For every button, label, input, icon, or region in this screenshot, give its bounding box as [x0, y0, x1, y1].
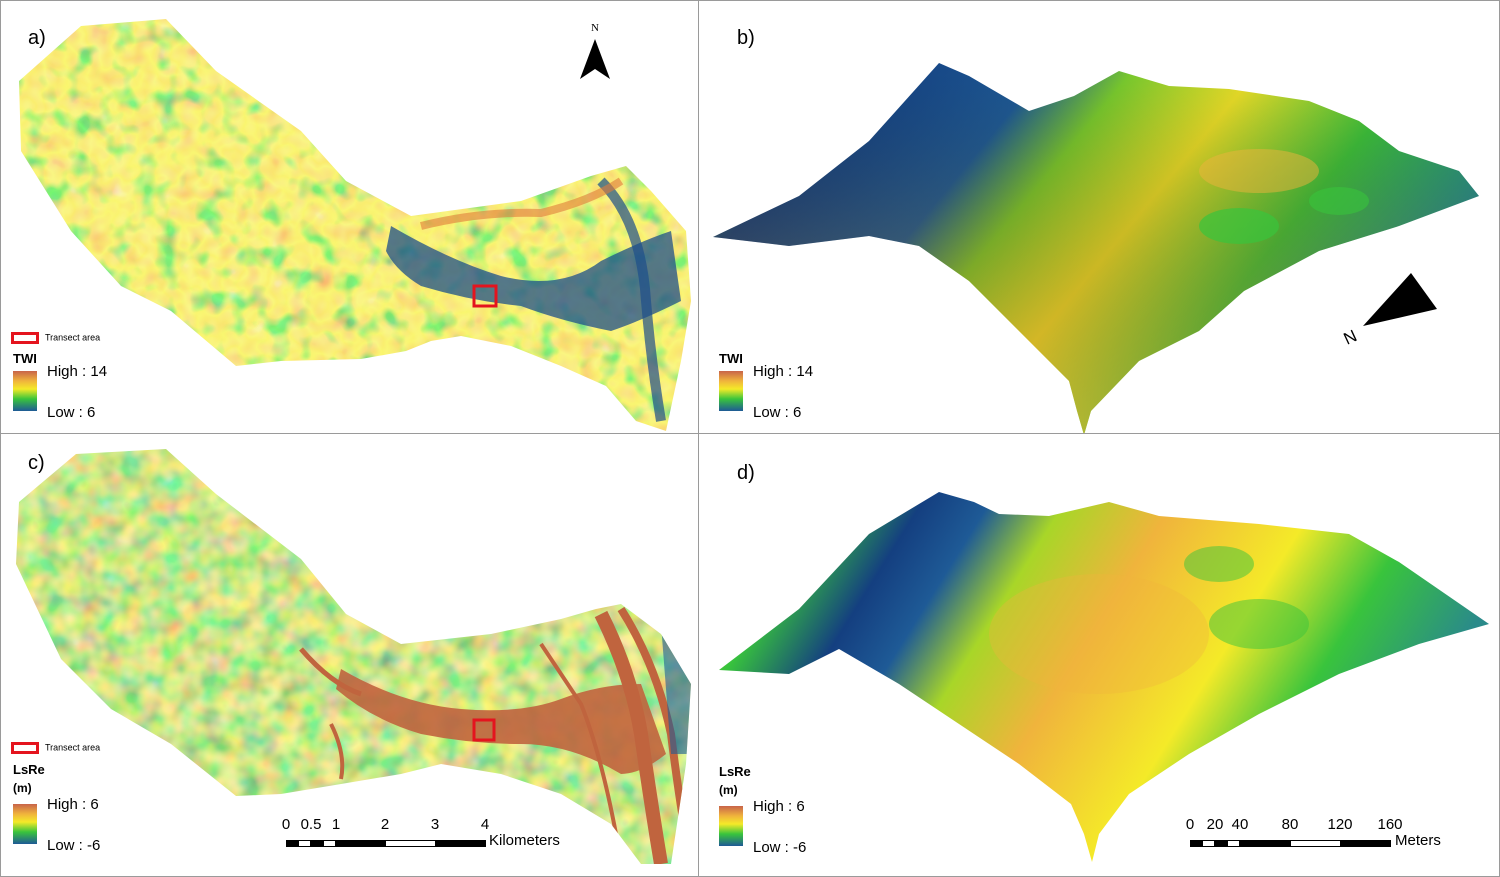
transect-legend: Transect area — [11, 332, 100, 344]
panel-label: a) — [28, 27, 46, 49]
legend-low: Low : 6 — [47, 404, 96, 421]
legend-low: Low : -6 — [47, 837, 101, 854]
twi-legend: TWI High : 14 Low : 6 — [13, 351, 133, 421]
legend-title: LsRe — [13, 762, 45, 777]
scale-tick: 2 — [380, 816, 390, 833]
legend-high: High : 6 — [753, 798, 805, 815]
scale-units: Kilometers — [489, 832, 560, 849]
transect-label: Transect area — [45, 742, 101, 753]
lsre-3d-surface — [719, 492, 1489, 862]
scale-tick: 0 — [281, 816, 291, 833]
transect-label: Transect area — [45, 332, 101, 343]
panel-c: c) Transect area LsRe (m) High : 6 Low :… — [0, 433, 699, 877]
scale-units: Meters — [1395, 832, 1441, 849]
scale-bar: 0 0.5 1 2 3 4 Kilometers — [281, 816, 585, 856]
legend-title: TWI — [13, 351, 37, 366]
color-ramp — [719, 371, 743, 411]
legend-unit: (m) — [13, 781, 32, 795]
scale-tick: 0 — [1185, 816, 1195, 833]
panel-label: c) — [28, 452, 45, 474]
panel-d: d) LsRe (m) High : 6 Low : -6 0 20 40 80… — [698, 433, 1500, 877]
scale-bar: 0 20 40 80 120 160 Meters — [1185, 816, 1479, 856]
scale-tick: 40 — [1231, 816, 1249, 833]
panel-label: b) — [737, 27, 755, 49]
svg-text:N: N — [591, 22, 599, 34]
scale-tick: 0.5 — [300, 816, 322, 833]
twi-legend: TWI High : 14 Low : 6 — [719, 351, 839, 421]
scale-tick: 120 — [1327, 816, 1353, 833]
scale-tick: 20 — [1206, 816, 1224, 833]
transect-box — [472, 284, 498, 308]
lsre-legend: LsRe (m) High : 6 Low : -6 — [13, 762, 133, 857]
legend-title: LsRe — [719, 764, 751, 779]
legend-low: Low : -6 — [753, 839, 807, 856]
twi-map: N — [19, 19, 691, 431]
panel-label: d) — [737, 462, 755, 484]
scale-tick: 160 — [1377, 816, 1403, 833]
transect-box — [472, 718, 496, 742]
lsre-legend: LsRe (m) High : 6 Low : -6 — [719, 764, 839, 859]
north-arrow-icon: N — [580, 22, 610, 79]
color-ramp — [13, 804, 37, 844]
legend-title: TWI — [719, 351, 743, 366]
scale-tick: 1 — [331, 816, 341, 833]
legend-unit: (m) — [719, 783, 738, 797]
scale-tick: 3 — [430, 816, 440, 833]
transect-legend: Transect area — [11, 742, 100, 754]
svg-text:N: N — [1341, 326, 1360, 348]
panel-b: b) N TWI High : 14 Low : 6 — [698, 0, 1500, 434]
transect-swatch — [11, 742, 39, 754]
color-ramp — [719, 806, 743, 846]
legend-high: High : 14 — [753, 363, 814, 380]
panel-a: a) N Transect area TWI High : 14 Low : 6 — [0, 0, 699, 434]
legend-high: High : 14 — [47, 363, 108, 380]
twi-3d-surface: N — [713, 63, 1479, 433]
scale-tick: 80 — [1281, 816, 1299, 833]
scale-tick: 4 — [480, 816, 490, 833]
color-ramp — [13, 371, 37, 411]
transect-swatch — [11, 332, 39, 344]
legend-high: High : 6 — [47, 796, 99, 813]
north-arrow-icon: N — [1341, 273, 1437, 349]
lsre-map — [16, 449, 691, 864]
legend-low: Low : 6 — [753, 404, 802, 421]
